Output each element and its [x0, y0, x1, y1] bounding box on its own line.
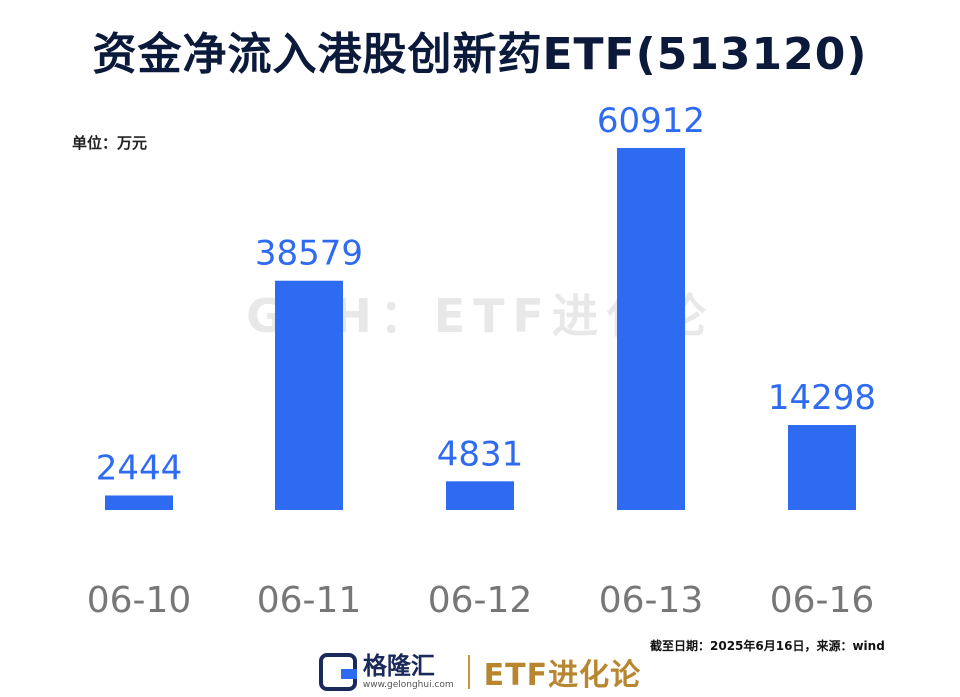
x-tick-label-06-13: 06-13 [599, 580, 704, 621]
source-footnote: 截至日期：2025年6月16日，来源：wind [650, 639, 885, 653]
value-label-06-16: 14298 [768, 378, 876, 418]
logo-name: 格隆汇 [362, 652, 435, 680]
brand-name: ETF进化论 [483, 658, 642, 693]
bar-06-12 [446, 481, 514, 510]
x-tick-label-06-10: 06-10 [87, 580, 192, 621]
footer-divider [467, 655, 470, 689]
bar-06-10 [105, 495, 173, 510]
value-label-06-10: 2444 [96, 448, 183, 488]
gelonghui-logo-icon [318, 653, 357, 691]
value-label-06-11: 38579 [255, 234, 363, 274]
x-tick-label-06-11: 06-11 [257, 580, 362, 621]
bar-06-11 [275, 280, 343, 510]
value-label-06-12: 4831 [437, 434, 524, 474]
value-label-06-13: 60912 [597, 101, 705, 141]
footer: 格隆汇 www.gelonghui.com ETF进化论 [0, 650, 960, 694]
bar-06-13 [617, 148, 685, 510]
logo-url: www.gelonghui.com [362, 680, 454, 690]
chart-title: 资金净流入港股创新药ETF(513120) [92, 29, 868, 80]
gelonghui-logo: 格隆汇 www.gelonghui.com [318, 652, 454, 691]
bar-06-16 [788, 425, 856, 510]
x-tick-label-06-16: 06-16 [770, 580, 875, 621]
unit-label: 单位：万元 [72, 134, 148, 152]
x-tick-label-06-12: 06-12 [428, 580, 533, 621]
